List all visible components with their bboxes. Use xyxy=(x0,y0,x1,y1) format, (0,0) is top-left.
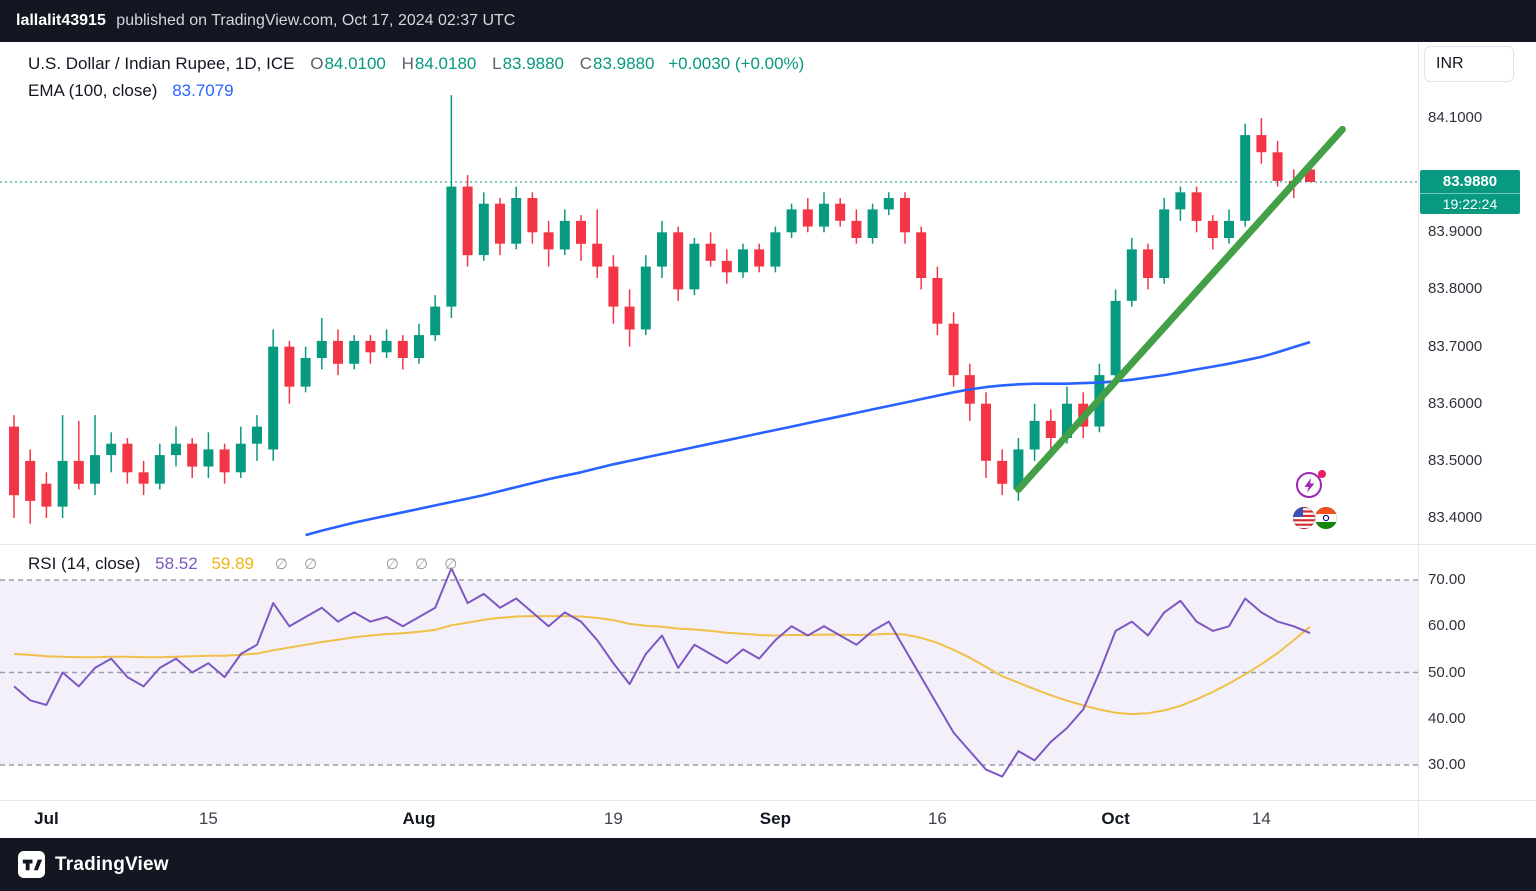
price-scale-label: 83.7000 xyxy=(1428,337,1483,355)
low-value: 83.9880 xyxy=(502,54,565,73)
open-label: O xyxy=(310,54,324,73)
rsi-scale-label: 60.00 xyxy=(1428,617,1466,635)
chart-area: U.S. Dollar / Indian Rupee, 1D, ICE O84.… xyxy=(0,42,1536,838)
price-scale-label: 83.9000 xyxy=(1428,223,1483,241)
boost-button[interactable] xyxy=(1293,466,1329,502)
symbol-title[interactable]: U.S. Dollar / Indian Rupee, 1D, ICE xyxy=(28,54,295,73)
india-flag-icon xyxy=(1314,506,1338,530)
time-axis-label: 16 xyxy=(927,809,947,828)
price-scale[interactable]: 84.1000 83.9000 83.8000 83.7000 83.6000 83.50… xyxy=(1418,42,1536,545)
time-axis-label: 14 xyxy=(1251,809,1271,828)
rsi-ma-value: 59.89 xyxy=(211,554,254,573)
current-price-value: 83.9880 xyxy=(1420,170,1520,193)
price-scale-label: 83.8000 xyxy=(1428,280,1483,298)
price-scale-label: 83.6000 xyxy=(1428,394,1483,412)
ema-indicator-title[interactable]: EMA (100, close) xyxy=(28,81,158,100)
tradingview-logo-icon[interactable] xyxy=(18,851,45,878)
chart-legend: U.S. Dollar / Indian Rupee, 1D, ICE O84.… xyxy=(28,50,804,104)
publish-info: published on TradingView.com, Oct 17, 20… xyxy=(116,12,516,29)
price-scale-label: 83.5000 xyxy=(1428,451,1483,469)
time-axis-label: 15 xyxy=(198,809,218,828)
price-scale-label: 84.1000 xyxy=(1428,109,1483,126)
rsi-scale-label: 70.00 xyxy=(1428,571,1466,588)
pane-divider[interactable] xyxy=(0,544,1536,545)
price-scale-label: 83.4000 xyxy=(1428,509,1483,526)
close-value: 83.9880 xyxy=(593,54,655,73)
lightning-icon xyxy=(1304,478,1315,493)
time-axis-label: Sep xyxy=(759,809,791,828)
rsi-scale[interactable]: 70.00 60.00 50.00 40.00 30.00 xyxy=(1418,545,1536,800)
time-axis-label: Oct xyxy=(1101,809,1130,828)
change-value: +0.0030 (+0.00%) xyxy=(668,54,805,73)
rsi-scale-label: 30.00 xyxy=(1428,756,1466,773)
us-flag-icon xyxy=(1292,506,1316,530)
high-value: 84.0180 xyxy=(414,54,477,73)
open-value: 84.0100 xyxy=(324,54,386,73)
rsi-indicator-title[interactable]: RSI (14, close) xyxy=(28,554,141,573)
high-label: H xyxy=(401,54,414,73)
publish-header: lallalit43915 published on TradingView.c… xyxy=(0,0,1536,42)
ema-legend-row: EMA (100, close) 83.7079 xyxy=(28,77,804,104)
publisher-username[interactable]: lallalit43915 xyxy=(16,12,106,29)
time-axis-label: 19 xyxy=(603,809,623,828)
ema-value: 83.7079 xyxy=(172,81,234,100)
time-axis-divider xyxy=(0,800,1536,801)
rsi-value: 58.52 xyxy=(155,554,198,573)
currency-button[interactable]: INR xyxy=(1424,46,1514,82)
rsi-scale-label: 40.00 xyxy=(1428,709,1466,727)
symbol-pair-logos xyxy=(1292,505,1342,531)
rsi-scale-label: 50.00 xyxy=(1428,663,1466,681)
symbol-legend-row: U.S. Dollar / Indian Rupee, 1D, ICE O84.… xyxy=(28,50,804,77)
close-label: C xyxy=(579,54,593,73)
rsi-legend-row: RSI (14, close) 58.52 59.89 ∅ ∅ ∅ ∅ ∅ xyxy=(28,551,463,577)
bar-close-countdown: 19:22:24 xyxy=(1420,193,1520,214)
rsi-hidden-values: ∅ ∅ xyxy=(274,556,324,573)
time-axis[interactable]: Jul 15 Aug 19 Sep 16 Oct 14 xyxy=(0,800,1418,838)
low-label: L xyxy=(492,54,502,73)
rsi-hidden-values: ∅ ∅ ∅ xyxy=(385,556,464,573)
notification-dot xyxy=(1318,470,1326,478)
price-scale-divider xyxy=(1418,42,1419,838)
rsi-chart-canvas[interactable] xyxy=(0,545,1418,800)
boost-circle-icon xyxy=(1296,472,1322,498)
current-price-label: 83.9880 19:22:24 xyxy=(1420,170,1520,214)
time-axis-label: Jul xyxy=(34,809,59,828)
tradingview-brand[interactable]: TradingView xyxy=(55,853,169,875)
time-axis-label: Aug xyxy=(402,809,436,828)
footer-bar: TradingView xyxy=(0,838,1536,891)
price-chart-canvas[interactable] xyxy=(0,42,1418,545)
